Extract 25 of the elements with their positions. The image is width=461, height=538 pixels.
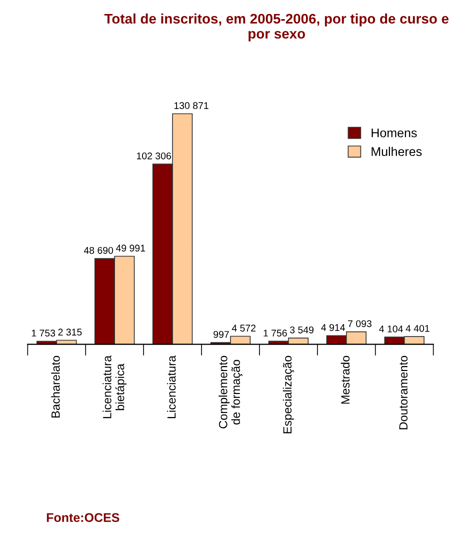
- x-tick-label: Doutoramento: [399, 356, 408, 430]
- chart-title: Total de inscritos, em 2005-2006, por tipo de curso e por sexo: [104, 13, 449, 42]
- data-label: 130 871: [174, 102, 208, 110]
- data-label: 997: [214, 330, 229, 338]
- data-label: 49 991: [116, 244, 146, 252]
- data-label: 3 549: [290, 326, 314, 334]
- data-label: 7 093: [348, 320, 372, 328]
- legend-label: Mulheres: [372, 146, 422, 156]
- x-tick-label: Licenciatura bietápica: [102, 355, 127, 418]
- data-label: 2 315: [58, 328, 82, 336]
- x-tick-label: Licenciatura: [167, 355, 176, 418]
- data-label: 48 690: [84, 246, 114, 254]
- data-label: 102 306: [136, 152, 171, 160]
- data-label: 1 753: [32, 330, 56, 337]
- data-label: 4 572: [232, 324, 256, 332]
- data-label: 4 401: [406, 324, 430, 332]
- data-label: 4 914: [321, 324, 345, 331]
- x-tick-label: Especialização: [282, 356, 294, 434]
- x-tick-label: Bacharelato: [51, 356, 60, 418]
- x-tick-label: Mestrado: [340, 356, 350, 404]
- data-label: 4 104: [379, 326, 403, 332]
- legend-label: Homens: [372, 128, 417, 138]
- data-label: 1 756: [264, 330, 287, 337]
- source-note: Fonte:OCES: [46, 513, 120, 522]
- x-tick-label: Complemento de formação: [218, 356, 242, 428]
